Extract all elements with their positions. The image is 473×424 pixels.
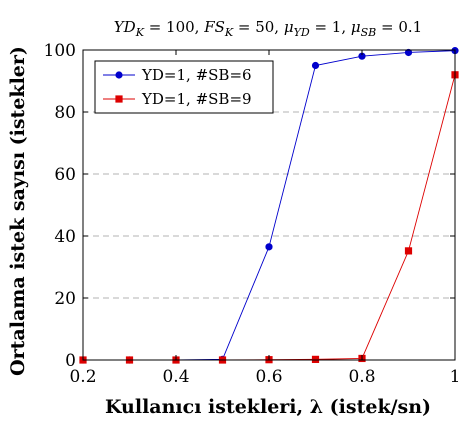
data-point bbox=[358, 52, 366, 60]
axis-ticks bbox=[82, 49, 456, 361]
x-tick-label: 0.4 bbox=[162, 367, 189, 387]
data-point bbox=[404, 247, 413, 255]
x-tick-label: 0.8 bbox=[348, 367, 375, 387]
series-line bbox=[83, 74, 456, 361]
data-point bbox=[404, 48, 413, 57]
legend-item: YD=1, #SB=9 bbox=[103, 90, 252, 108]
legend: YD=1, #SB=6 YD=1, #SB=9 bbox=[94, 60, 274, 114]
y-tick-label: 80 bbox=[54, 103, 76, 123]
legend-item: YD=1, #SB=6 bbox=[103, 66, 252, 84]
x-tick-label: 0.6 bbox=[255, 367, 282, 387]
legend-label: YD=1, #SB=9 bbox=[141, 90, 252, 108]
y-tick-labels: 0 20 40 60 80 100 bbox=[44, 41, 76, 371]
legend-box bbox=[94, 60, 274, 114]
legend-swatch-marker bbox=[115, 95, 123, 103]
y-tick-label: 20 bbox=[54, 289, 76, 309]
x-axis-title: Kullanıcı istekleri, λ (istek/sn) bbox=[105, 396, 431, 418]
legend-label: YD=1, #SB=6 bbox=[141, 66, 252, 84]
y-tick-label: 0 bbox=[65, 351, 76, 371]
y-tick-label: 100 bbox=[44, 41, 76, 61]
data-point bbox=[311, 355, 320, 363]
series-2 bbox=[79, 71, 459, 364]
data-point bbox=[265, 243, 273, 251]
y-tick-label: 60 bbox=[54, 165, 76, 185]
y-axis-title: Ortalama istek sayısı (istekler) bbox=[7, 46, 29, 376]
grid-lines bbox=[83, 111, 455, 299]
x-tick-label: 1 bbox=[450, 367, 461, 387]
x-tick-label: 0.2 bbox=[69, 367, 96, 387]
y-tick-label: 40 bbox=[54, 227, 76, 247]
chart-title: YDK = 100, FSK = 50, μYD = 1, μSB = 0.1 bbox=[114, 18, 422, 39]
legend-swatch-marker bbox=[115, 71, 123, 79]
x-tick-labels: 0.2 0.4 0.6 0.8 1 bbox=[69, 367, 460, 387]
data-point bbox=[311, 61, 320, 70]
